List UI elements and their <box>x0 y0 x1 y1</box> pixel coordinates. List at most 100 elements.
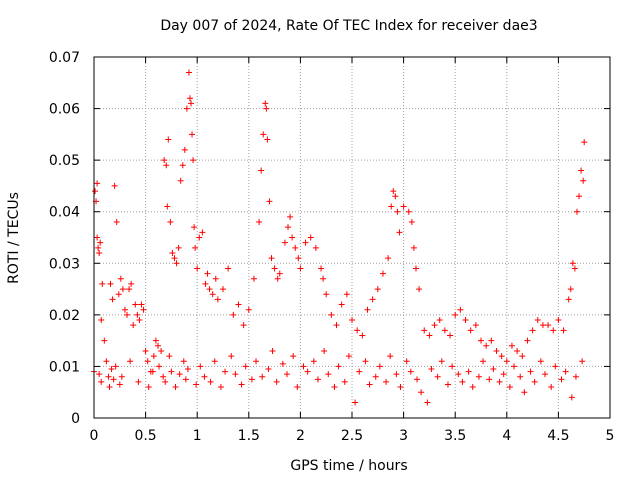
data-point <box>405 208 412 215</box>
data-point <box>130 322 137 329</box>
data-point <box>472 322 479 329</box>
data-point <box>475 373 482 380</box>
data-point <box>558 376 565 383</box>
data-point <box>107 280 114 287</box>
data-point <box>92 188 99 195</box>
data-point <box>320 275 327 282</box>
data-point <box>222 368 229 375</box>
data-point <box>96 249 103 256</box>
data-point <box>297 265 304 272</box>
data-point <box>418 389 425 396</box>
data-point <box>571 265 578 272</box>
data-point <box>576 193 583 200</box>
grid-layer <box>94 57 610 418</box>
data-point <box>354 327 361 334</box>
y-tick-label: 0.01 <box>49 359 80 375</box>
data-point <box>260 131 267 138</box>
data-point <box>314 376 321 383</box>
data-point <box>245 306 252 313</box>
data-point <box>416 286 423 293</box>
data-point <box>238 381 245 388</box>
data-point <box>569 260 576 267</box>
data-point <box>452 311 459 318</box>
data-point <box>94 180 101 187</box>
data-point <box>179 162 186 169</box>
data-point <box>550 327 557 334</box>
data-point <box>465 368 472 375</box>
data-point <box>372 373 379 380</box>
data-point <box>428 366 435 373</box>
data-point <box>207 378 214 385</box>
data-point <box>240 322 247 329</box>
data-point <box>555 317 562 324</box>
data-point <box>387 353 394 360</box>
data-point <box>186 95 193 102</box>
data-point <box>292 244 299 251</box>
data-point <box>498 353 505 360</box>
data-point <box>403 358 410 365</box>
points-layer <box>91 69 588 406</box>
data-point <box>567 286 574 293</box>
data-point <box>362 358 369 365</box>
data-point <box>111 182 118 189</box>
data-point <box>580 177 587 184</box>
data-point <box>103 358 110 365</box>
data-point <box>462 317 469 324</box>
x-tick-label: 3 <box>399 428 408 444</box>
data-point <box>521 389 528 396</box>
x-tick-label: 1 <box>193 428 202 444</box>
data-point <box>217 384 224 391</box>
data-point <box>156 363 163 370</box>
data-point <box>393 371 400 378</box>
data-point <box>276 270 283 277</box>
data-point <box>124 311 131 318</box>
data-point <box>127 358 134 365</box>
data-point <box>548 384 555 391</box>
data-point <box>503 358 510 365</box>
data-point <box>199 229 206 236</box>
data-point <box>283 371 290 378</box>
data-point <box>262 100 269 107</box>
data-point <box>488 337 495 344</box>
data-point <box>480 358 487 365</box>
data-point <box>407 368 414 375</box>
data-point <box>228 353 235 360</box>
x-axis-label: GPS time / hours <box>290 458 407 474</box>
y-tick-label: 0.07 <box>49 50 80 66</box>
data-point <box>98 317 105 324</box>
x-tick-label: 2.5 <box>341 428 363 444</box>
data-point <box>211 358 218 365</box>
data-point <box>119 286 126 293</box>
data-point <box>364 306 371 313</box>
data-point <box>285 224 292 231</box>
data-point <box>167 219 174 226</box>
data-point <box>302 239 309 246</box>
data-point <box>230 311 237 318</box>
data-point <box>328 311 335 318</box>
data-point <box>500 371 507 378</box>
data-point <box>469 384 476 391</box>
x-tick-label: 4 <box>502 428 511 444</box>
data-point <box>193 381 200 388</box>
y-tick-label: 0 <box>71 411 80 427</box>
data-point <box>250 275 257 282</box>
data-point <box>545 322 552 329</box>
data-point <box>397 384 404 391</box>
data-point <box>438 358 445 365</box>
data-point <box>483 342 490 349</box>
data-point <box>294 384 301 391</box>
data-point <box>113 219 120 226</box>
data-point <box>560 327 567 334</box>
y-tick-label: 0.03 <box>49 256 80 272</box>
data-point <box>256 219 263 226</box>
data-point <box>105 373 112 380</box>
data-point <box>565 296 572 303</box>
data-point <box>154 342 161 349</box>
data-point <box>578 167 585 174</box>
data-point <box>338 301 345 308</box>
ticks-layer <box>93 56 611 419</box>
x-tick-label: 2 <box>296 428 305 444</box>
data-point <box>97 239 104 246</box>
data-point <box>171 255 178 262</box>
